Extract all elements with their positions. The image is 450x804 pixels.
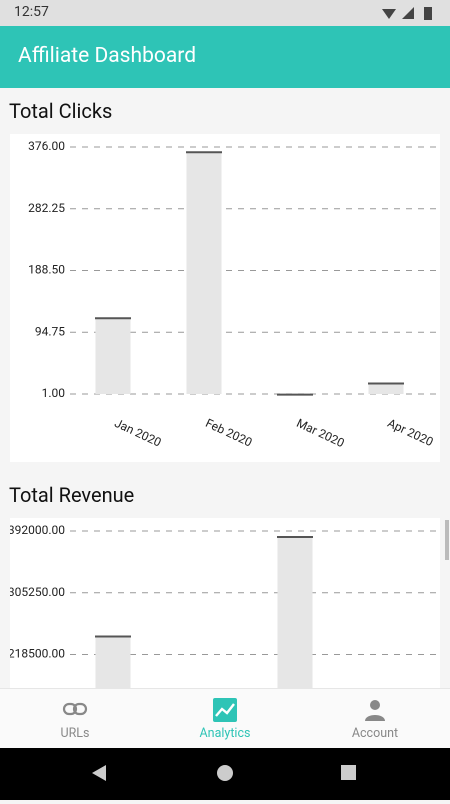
y-tick-label: 376.00 <box>28 139 65 153</box>
y-tick-label: 218500.00 <box>10 647 65 661</box>
icon <box>62 702 88 716</box>
bottom-nav: URLs Analytics Account <box>0 688 450 749</box>
status-icons <box>382 7 432 20</box>
x-tick-label: Mar 2020 <box>294 416 346 450</box>
chart: 218500.00 305250.00 392000.00 <box>10 518 440 688</box>
x-tick-label: Jan 2020 <box>112 416 163 450</box>
system-nav <box>0 748 450 800</box>
section-heading: Total Revenue <box>9 483 135 507</box>
y-tick-label: 305250.00 <box>10 585 65 599</box>
icon <box>365 700 385 721</box>
y-tick-label: 94.75 <box>35 324 65 338</box>
system-buttons <box>92 765 356 781</box>
nav-item[interactable]: Account <box>300 689 450 749</box>
app-bar: Affiliate Dashboard <box>0 26 450 88</box>
nav-item[interactable]: Analytics <box>150 689 300 749</box>
status-bar: 12:57 <box>0 0 450 26</box>
chart: 1.00 94.75 188.50 282.25 376.00 Jan 2020 Feb 2… <box>10 134 440 462</box>
y-tick-label: 392000.00 <box>10 523 65 537</box>
y-tick-label: 1.00 <box>42 386 66 400</box>
bar <box>368 383 404 394</box>
bar <box>95 318 131 394</box>
section-heading: Total Clicks <box>9 99 113 123</box>
nav-label: Analytics <box>199 726 251 741</box>
clock: 12:57 <box>14 4 49 20</box>
nav-label: URLs <box>60 726 90 741</box>
bar <box>277 536 313 688</box>
bar <box>186 152 222 394</box>
nav-item[interactable]: URLs <box>0 689 150 749</box>
y-tick-label: 188.50 <box>28 263 65 277</box>
x-tick-label: Apr 2020 <box>385 416 435 449</box>
nav-label: Account <box>351 726 399 741</box>
icon <box>213 698 237 722</box>
scrollbar <box>445 520 449 560</box>
app-title: Affiliate Dashboard <box>18 44 197 68</box>
x-tick-label: Feb 2020 <box>203 416 254 450</box>
bar <box>95 636 131 688</box>
y-tick-label: 282.25 <box>28 201 65 215</box>
